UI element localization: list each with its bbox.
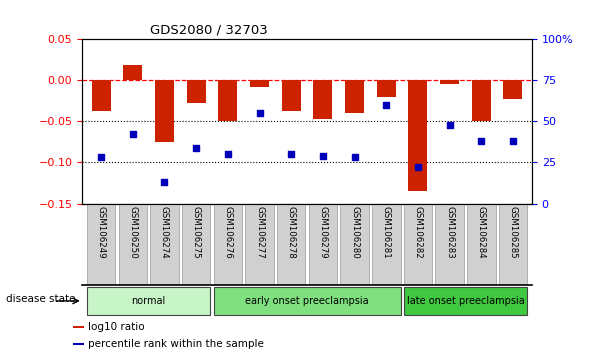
- Point: [255, 110, 264, 116]
- Point: [350, 155, 359, 160]
- Text: GSM106278: GSM106278: [287, 206, 295, 259]
- Text: GSM106249: GSM106249: [97, 206, 106, 259]
- Text: GSM106280: GSM106280: [350, 206, 359, 259]
- Bar: [119, 204, 147, 285]
- Point: [96, 155, 106, 160]
- Bar: [182, 204, 210, 285]
- Bar: [187, 80, 206, 103]
- Text: late onset preeclampsia: late onset preeclampsia: [407, 296, 524, 306]
- Text: GSM106275: GSM106275: [192, 206, 201, 259]
- Bar: [440, 80, 459, 84]
- Bar: [372, 204, 401, 285]
- Text: GSM106277: GSM106277: [255, 206, 264, 259]
- Bar: [309, 204, 337, 285]
- Bar: [92, 80, 111, 112]
- Bar: [123, 65, 142, 80]
- Bar: [435, 204, 464, 285]
- Bar: [73, 343, 83, 345]
- Bar: [213, 204, 242, 285]
- Text: log10 ratio: log10 ratio: [88, 321, 145, 332]
- Text: GSM106281: GSM106281: [382, 206, 391, 259]
- Point: [318, 153, 328, 159]
- Bar: [73, 326, 83, 327]
- Text: GDS2080 / 32703: GDS2080 / 32703: [150, 23, 268, 36]
- Point: [128, 132, 137, 137]
- Bar: [250, 80, 269, 87]
- Bar: [218, 80, 237, 121]
- Text: GSM106250: GSM106250: [128, 206, 137, 259]
- Bar: [87, 204, 116, 285]
- Text: GSM106279: GSM106279: [319, 206, 327, 259]
- Bar: [499, 204, 527, 285]
- Bar: [503, 80, 522, 99]
- Bar: [472, 80, 491, 121]
- Text: GSM106283: GSM106283: [445, 206, 454, 259]
- Point: [381, 102, 391, 108]
- Bar: [87, 287, 210, 315]
- Bar: [404, 287, 527, 315]
- Bar: [313, 80, 333, 119]
- Bar: [277, 204, 305, 285]
- Text: GSM106282: GSM106282: [413, 206, 423, 259]
- Text: GSM106285: GSM106285: [508, 206, 517, 259]
- Bar: [340, 204, 369, 285]
- Point: [223, 152, 233, 157]
- Bar: [155, 80, 174, 142]
- Bar: [213, 287, 401, 315]
- Point: [445, 122, 455, 127]
- Bar: [404, 204, 432, 285]
- Bar: [409, 80, 427, 191]
- Point: [477, 138, 486, 144]
- Point: [286, 152, 296, 157]
- Bar: [150, 204, 179, 285]
- Bar: [245, 204, 274, 285]
- Text: GSM106284: GSM106284: [477, 206, 486, 259]
- Point: [192, 145, 201, 150]
- Point: [413, 165, 423, 170]
- Text: normal: normal: [131, 296, 166, 306]
- Text: early onset preeclampsia: early onset preeclampsia: [245, 296, 369, 306]
- Bar: [345, 80, 364, 113]
- Bar: [377, 80, 396, 97]
- Text: GSM106276: GSM106276: [223, 206, 232, 259]
- Bar: [467, 204, 496, 285]
- Bar: [282, 80, 301, 112]
- Point: [508, 138, 518, 144]
- Text: percentile rank within the sample: percentile rank within the sample: [88, 339, 264, 349]
- Point: [159, 179, 169, 185]
- Text: disease state: disease state: [6, 294, 75, 304]
- Text: GSM106274: GSM106274: [160, 206, 169, 259]
